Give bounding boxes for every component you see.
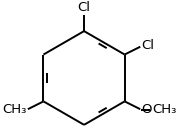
Text: Cl: Cl: [78, 1, 91, 14]
Text: Cl: Cl: [141, 39, 154, 52]
Text: CH₃: CH₃: [3, 104, 27, 116]
Text: O: O: [141, 104, 152, 116]
Text: CH₃: CH₃: [152, 104, 176, 116]
